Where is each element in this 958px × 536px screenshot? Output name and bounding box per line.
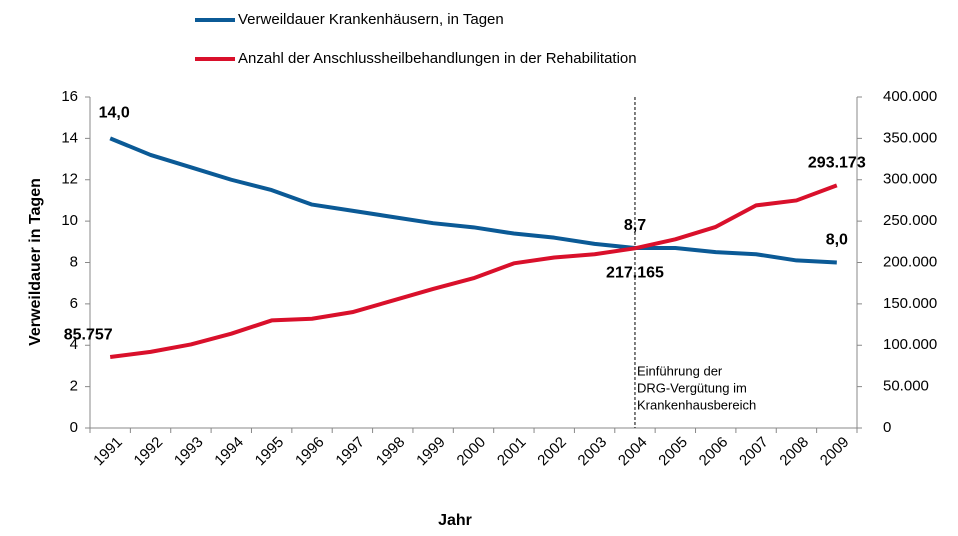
- x-tick-label: 2008: [776, 434, 812, 470]
- x-tick-label: 2009: [817, 434, 853, 470]
- data-label: 8,7: [624, 217, 646, 234]
- y2-tick-label: 250.000: [883, 212, 937, 229]
- y-tick-label: 14: [61, 129, 78, 146]
- y-tick-label: 6: [70, 295, 78, 312]
- y2-tick-label: 200.000: [883, 253, 937, 270]
- x-tick-label: 2003: [575, 434, 611, 470]
- data-label: 85.757: [64, 326, 113, 343]
- y-tick-label: 12: [61, 171, 78, 188]
- x-tick-label: 2000: [454, 434, 490, 470]
- y-axis-label: Verweildauer in Tagen: [27, 178, 44, 346]
- y2-tick-label: 150.000: [883, 295, 937, 312]
- y-tick-label: 2: [70, 378, 78, 395]
- x-tick-label: 2007: [736, 434, 772, 470]
- y2-tick-label: 50.000: [883, 378, 929, 395]
- x-tick-label: 2002: [534, 434, 570, 470]
- annotation-text: Krankenhausbereich: [637, 397, 756, 412]
- y2-tick-label: 100.000: [883, 336, 937, 353]
- y-tick-label: 0: [70, 419, 78, 436]
- y2-tick-label: 0: [883, 419, 891, 436]
- x-axis-label: Jahr: [438, 512, 472, 529]
- data-label: 14,0: [99, 105, 130, 122]
- y-tick-label: 8: [70, 253, 78, 270]
- y2-tick-label: 350.000: [883, 129, 937, 146]
- series-line: [109, 183, 838, 360]
- y2-tick-label: 300.000: [883, 171, 937, 188]
- y-tick-label: 4: [70, 336, 78, 353]
- x-tick-label: 1998: [373, 434, 409, 470]
- x-tick-label: 1997: [332, 434, 368, 470]
- annotation-text: Einführung der: [637, 363, 723, 378]
- x-tick-label: 2001: [494, 434, 530, 470]
- x-tick-label: 2005: [655, 434, 691, 470]
- y2-tick-label: 400.000: [883, 88, 937, 105]
- series-line: [109, 136, 837, 265]
- x-tick-label: 2006: [696, 434, 732, 470]
- x-tick-label: 1993: [171, 434, 207, 470]
- y-tick-label: 16: [61, 88, 78, 105]
- data-label: 8,0: [826, 232, 848, 249]
- legend-label: Anzahl der Anschlussheilbehandlungen in …: [238, 50, 637, 67]
- data-label: 293.173: [808, 155, 866, 172]
- x-tick-label: 2004: [615, 434, 651, 470]
- legend-label: Verweildauer Krankenhäusern, in Tagen: [238, 11, 504, 28]
- x-tick-label: 1992: [131, 434, 167, 470]
- y-tick-label: 10: [61, 212, 78, 229]
- x-tick-label: 1991: [90, 434, 126, 470]
- x-tick-label: 1999: [413, 434, 449, 470]
- x-tick-label: 1994: [211, 434, 247, 470]
- x-tick-label: 1995: [252, 434, 288, 470]
- x-tick-label: 1996: [292, 434, 328, 470]
- annotation-text: DRG-Vergütung im: [637, 380, 747, 395]
- data-label: 217.165: [606, 265, 664, 282]
